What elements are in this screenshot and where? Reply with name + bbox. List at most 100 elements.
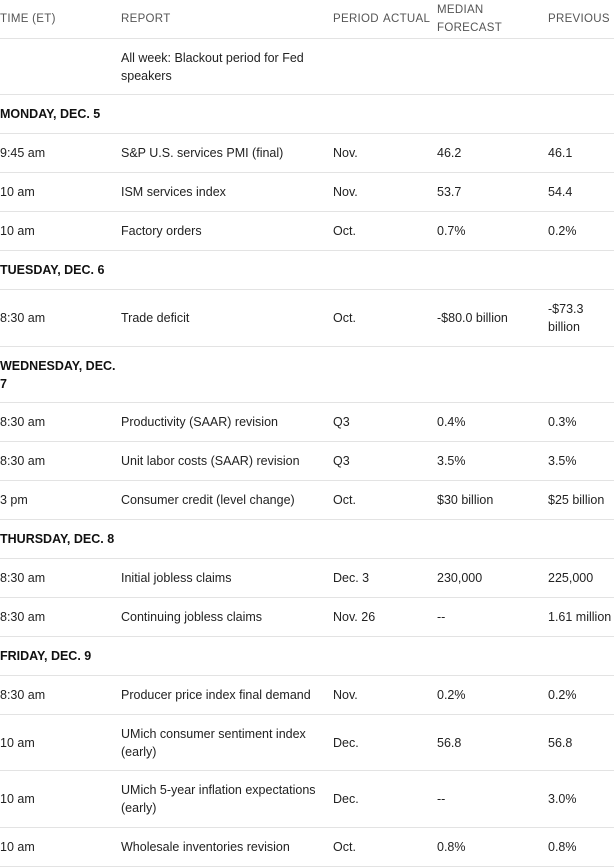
period-cell: Dec. <box>333 770 383 828</box>
median-forecast-cell: 0.8% <box>437 827 548 867</box>
actual-cell <box>383 558 437 598</box>
report-cell: Trade deficit <box>121 289 333 347</box>
time-cell: 8:30 am <box>0 289 121 347</box>
header-median-forecast: MEDIAN FORECAST <box>437 0 548 39</box>
period-cell: Nov. <box>333 675 383 715</box>
previous-cell: 46.1 <box>548 133 614 173</box>
period-cell: Oct. <box>333 480 383 520</box>
actual-cell <box>383 597 437 637</box>
time-cell: 8:30 am <box>0 597 121 637</box>
time-cell: 8:30 am <box>0 441 121 481</box>
day-header-row: WEDNESDAY, DEC. 7 <box>0 346 614 403</box>
period-cell: Oct. <box>333 211 383 251</box>
time-cell: 10 am <box>0 211 121 251</box>
actual-cell <box>383 441 437 481</box>
previous-cell: 0.2% <box>548 675 614 715</box>
table-row: 8:30 am Initial jobless claims Dec. 3 230,0… <box>0 558 614 598</box>
previous-cell: 54.4 <box>548 172 614 212</box>
day-header-row: FRIDAY, DEC. 9 <box>0 636 614 676</box>
median-forecast-cell: 56.8 <box>437 714 548 771</box>
table-row: 3 pm Consumer credit (level change) Oct. $3… <box>0 480 614 520</box>
period-cell: Nov. <box>333 133 383 173</box>
actual-cell <box>383 675 437 715</box>
median-forecast-cell: 0.2% <box>437 675 548 715</box>
previous-cell: 1.61 million <box>548 597 614 637</box>
table-row: 10 am UMich 5-year inflation expectations… <box>0 770 614 828</box>
previous-cell: 0.3% <box>548 402 614 442</box>
table-row: 10 am Factory orders Oct. 0.7% 0.2% <box>0 211 614 251</box>
report-cell: Unit labor costs (SAAR) revision <box>121 441 333 481</box>
time-cell: 10 am <box>0 172 121 212</box>
report-cell: Continuing jobless claims <box>121 597 333 637</box>
actual-cell <box>383 211 437 251</box>
header-actual: ACTUAL <box>383 0 437 39</box>
report-cell: Productivity (SAAR) revision <box>121 402 333 442</box>
previous-cell: $25 billion <box>548 480 614 520</box>
header-time: TIME (ET) <box>0 0 121 39</box>
day-label: FRIDAY, DEC. 9 <box>0 649 92 663</box>
time-cell: 10 am <box>0 827 121 867</box>
report-cell: Factory orders <box>121 211 333 251</box>
previous-cell: 0.2% <box>548 211 614 251</box>
previous-cell: 56.8 <box>548 714 614 771</box>
table-row: 8:30 am Producer price index final demand… <box>0 675 614 715</box>
week-note: All week: Blackout period for Fed speake… <box>121 38 333 95</box>
report-cell: Consumer credit (level change) <box>121 480 333 520</box>
time-cell: 10 am <box>0 770 121 828</box>
day-label: THURSDAY, DEC. 8 <box>0 532 115 546</box>
time-cell: 8:30 am <box>0 558 121 598</box>
note-row: All week: Blackout period for Fed speake… <box>0 38 614 95</box>
calendar-body: All week: Blackout period for Fed speake… <box>0 38 614 867</box>
time-cell: 10 am <box>0 714 121 771</box>
note-time-cell <box>0 38 121 95</box>
day-label: WEDNESDAY, DEC. 7 <box>0 358 116 391</box>
actual-cell <box>383 770 437 828</box>
previous-cell: 3.5% <box>548 441 614 481</box>
period-cell: Nov. <box>333 172 383 212</box>
header-row: TIME (ET) REPORT PERIOD ACTUAL MEDIAN FO… <box>0 0 614 39</box>
previous-cell: 225,000 <box>548 558 614 598</box>
median-forecast-cell: -- <box>437 770 548 828</box>
period-cell: Dec. 3 <box>333 558 383 598</box>
table-row: 8:30 am Trade deficit Oct. -$80.0 billion -$… <box>0 289 614 347</box>
median-forecast-cell: $30 billion <box>437 480 548 520</box>
median-forecast-cell: 53.7 <box>437 172 548 212</box>
table-row: 8:30 am Productivity (SAAR) revision Q3 0.4… <box>0 402 614 442</box>
day-label: MONDAY, DEC. 5 <box>0 107 101 121</box>
actual-cell <box>383 480 437 520</box>
day-header-row: THURSDAY, DEC. 8 <box>0 519 614 559</box>
actual-cell <box>383 172 437 212</box>
period-cell: Oct. <box>333 289 383 347</box>
median-forecast-cell: 3.5% <box>437 441 548 481</box>
time-cell: 9:45 am <box>0 133 121 173</box>
median-forecast-cell: 0.4% <box>437 402 548 442</box>
period-cell: Nov. 26 <box>333 597 383 637</box>
report-cell: Producer price index final demand <box>121 675 333 715</box>
median-forecast-cell: 46.2 <box>437 133 548 173</box>
time-cell: 8:30 am <box>0 402 121 442</box>
period-cell: Q3 <box>333 441 383 481</box>
median-forecast-cell: 0.7% <box>437 211 548 251</box>
table-row: 8:30 am Continuing jobless claims Nov. 26 -… <box>0 597 614 637</box>
header-report: REPORT <box>121 0 333 39</box>
actual-cell <box>383 827 437 867</box>
median-forecast-cell: 230,000 <box>437 558 548 598</box>
median-forecast-cell: -- <box>437 597 548 637</box>
time-cell: 8:30 am <box>0 675 121 715</box>
header-period: PERIOD <box>333 0 383 39</box>
time-cell: 3 pm <box>0 480 121 520</box>
previous-cell: 3.0% <box>548 770 614 828</box>
table-row: 8:30 am Unit labor costs (SAAR) revision Q… <box>0 441 614 481</box>
median-forecast-cell: -$80.0 billion <box>437 289 548 347</box>
actual-cell <box>383 133 437 173</box>
report-cell: Initial jobless claims <box>121 558 333 598</box>
table-row: 10 am ISM services index Nov. 53.7 54.4 <box>0 172 614 212</box>
table-row: 10 am UMich consumer sentiment index (ear… <box>0 714 614 771</box>
actual-cell <box>383 402 437 442</box>
actual-cell <box>383 714 437 771</box>
header-previous: PREVIOUS <box>548 0 614 39</box>
previous-cell: -$73.3 billion <box>548 289 614 347</box>
report-cell: ISM services index <box>121 172 333 212</box>
report-cell: UMich 5-year inflation expectations (ear… <box>121 770 333 828</box>
